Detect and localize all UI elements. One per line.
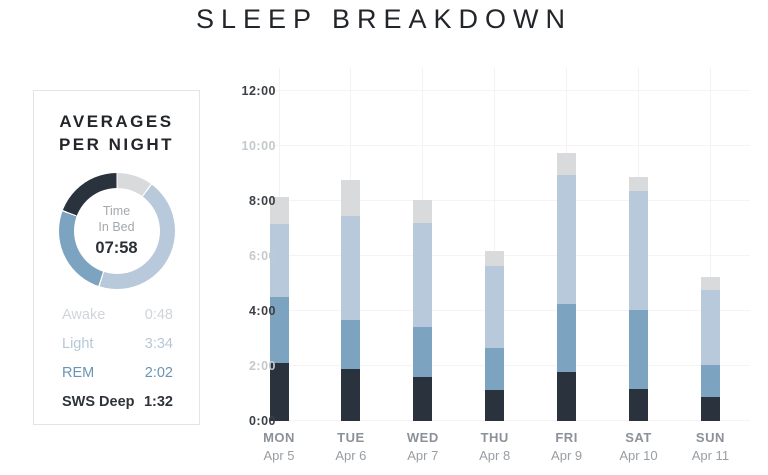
page-title: SLEEP BREAKDOWN	[195, 4, 573, 34]
x-label-date: Apr 9	[551, 447, 583, 463]
sleep-bar-chart: 0:00 2:00 4:00 6:00 8:00 10:00 12:00 MON Apr 5 TU…	[228, 68, 760, 475]
legend-row-rem: REM 2:02	[62, 365, 173, 381]
bar-segment-light	[269, 223, 289, 298]
bar-segment-rem	[341, 319, 361, 369]
x-label-date: Apr 7	[407, 447, 439, 463]
bar-segment-awake	[700, 276, 720, 291]
x-label-date: Apr 5	[263, 447, 295, 463]
sleep-stage-legend: Awake 0:48 Light 3:34 REM 2:02 SWS Deep 1:32	[34, 307, 199, 410]
bar-segment-rem	[557, 304, 577, 373]
legend-value: 1:32	[143, 393, 173, 410]
x-label-date: Apr 10	[619, 447, 658, 463]
legend-row-light: Light 3:34	[62, 336, 173, 352]
y-axis-tick-1200: 12:00	[241, 84, 276, 98]
donut-center-label: Time In Bed	[98, 204, 134, 235]
x-axis-label-fri: FRI Apr 9	[531, 429, 603, 464]
bar-mon	[269, 196, 289, 421]
donut-center-label-line2: In Bed	[98, 219, 135, 234]
h-gridline-10	[273, 145, 750, 146]
h-gridline-8	[273, 200, 750, 201]
bar-fri	[557, 152, 577, 421]
bar-segment-sws-deep	[557, 372, 577, 421]
bar-tue	[341, 179, 361, 421]
y-axis-tick-600: 6:00	[248, 249, 276, 263]
legend-label: Light	[62, 335, 94, 352]
h-gridline-12	[273, 90, 750, 91]
bar-segment-rem	[629, 309, 648, 389]
bar-segment-awake	[413, 200, 433, 224]
x-label-day: SUN	[695, 430, 725, 445]
bar-segment-sws-deep	[269, 363, 289, 421]
bar-segment-light	[341, 216, 361, 320]
bar-segment-sws-deep	[485, 390, 505, 421]
bar-segment-light	[629, 190, 648, 310]
legend-label: SWS Deep	[62, 393, 135, 410]
legend-label: REM	[62, 364, 95, 381]
y-axis-tick-800: 8:00	[248, 194, 276, 208]
x-label-date: Apr 8	[479, 447, 511, 463]
bar-segment-sws-deep	[413, 377, 433, 421]
donut-chart: Time In Bed 07:58	[58, 172, 175, 289]
bar-segment-awake	[557, 152, 577, 176]
x-axis-label-wed: WED Apr 7	[387, 429, 459, 464]
panel-title-line2: PER NIGHT	[58, 134, 175, 154]
legend-value: 3:34	[144, 335, 173, 352]
bar-segment-light	[413, 223, 433, 328]
x-axis-label-thu: THU Apr 8	[459, 429, 531, 464]
y-axis-tick-1000: 10:00	[241, 139, 276, 153]
x-axis-label-sat: SAT Apr 10	[603, 429, 675, 464]
bar-segment-awake	[341, 179, 361, 217]
x-label-day: THU	[480, 430, 509, 445]
x-label-day: FRI	[555, 430, 578, 445]
x-label-day: TUE	[337, 430, 365, 445]
legend-row-awake: Awake 0:48	[62, 307, 173, 323]
plot-area	[269, 68, 750, 421]
y-axis-tick-400: 4:00	[248, 304, 276, 318]
bar-segment-awake	[269, 196, 289, 224]
bar-segment-rem	[485, 348, 505, 391]
bar-segment-rem	[413, 327, 433, 378]
bar-segment-sws-deep	[700, 396, 720, 421]
bar-segment-light	[485, 266, 505, 349]
bar-segment-awake	[629, 176, 648, 191]
bar-segment-light	[557, 175, 577, 305]
x-label-date: Apr 11	[691, 447, 730, 463]
bar-segment-rem	[269, 297, 289, 364]
bar-sun	[700, 276, 720, 421]
donut-center: Time In Bed 07:58	[73, 187, 160, 274]
x-label-day: SAT	[625, 430, 652, 445]
panel-title: AVERAGES PER NIGHT	[34, 111, 199, 157]
h-gridline-6	[273, 255, 750, 256]
bar-segment-awake	[485, 250, 505, 267]
v-gridline-thu	[494, 68, 496, 421]
h-gridline-2	[273, 365, 750, 366]
x-axis-label-tue: TUE Apr 6	[315, 429, 387, 464]
legend-label: Awake	[62, 306, 106, 323]
legend-row-sws-deep: SWS Deep 1:32	[62, 394, 173, 410]
donut-center-value: 07:58	[95, 238, 138, 257]
bar-sat	[629, 176, 648, 421]
bar-wed	[413, 200, 433, 421]
v-gridline-sun	[709, 68, 711, 421]
averages-panel: AVERAGES PER NIGHT Time In Bed 07:58 Awa…	[33, 90, 200, 425]
bar-segment-light	[700, 290, 720, 366]
h-gridline-4	[273, 310, 750, 311]
x-axis-label-sun: SUN Apr 11	[674, 429, 746, 464]
panel-title-line1: AVERAGES	[59, 112, 174, 131]
h-gridline-0	[273, 420, 750, 421]
y-axis-tick-000: 0:00	[248, 414, 276, 428]
legend-value: 2:02	[144, 364, 173, 381]
bar-segment-sws-deep	[629, 388, 648, 421]
y-axis-tick-200: 2:00	[248, 359, 276, 373]
x-axis-label-mon: MON Apr 5	[243, 429, 315, 464]
bar-thu	[485, 250, 505, 421]
donut-center-label-line1: Time	[102, 204, 131, 219]
x-label-date: Apr 6	[335, 447, 367, 463]
bar-segment-rem	[700, 365, 720, 397]
legend-value: 0:48	[144, 306, 173, 323]
x-label-day: MON	[263, 430, 295, 445]
x-label-day: WED	[406, 430, 439, 445]
bar-segment-sws-deep	[341, 368, 361, 421]
